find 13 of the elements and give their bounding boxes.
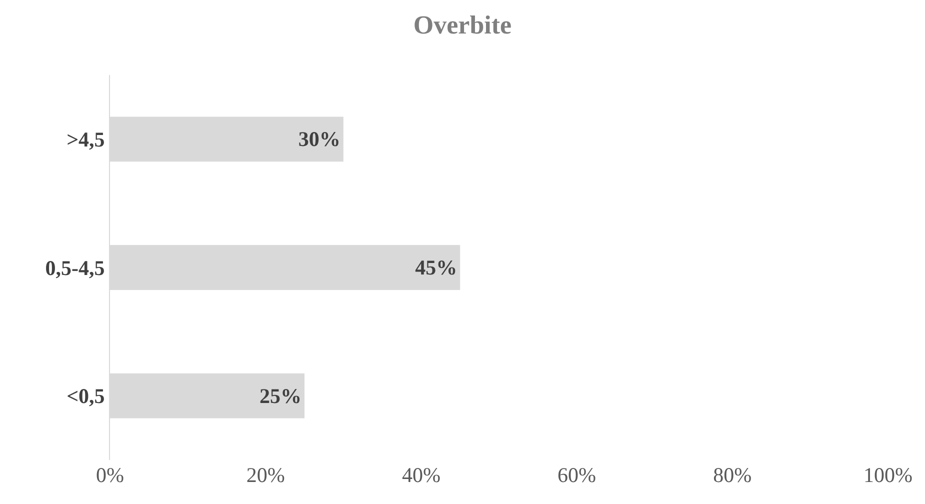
y-tick-label: >4,5 <box>66 128 105 152</box>
y-tick-label: <0,5 <box>66 384 105 408</box>
y-tick-label: 0,5-4,5 <box>45 256 105 280</box>
x-tick-label: 40% <box>402 463 440 487</box>
x-tick-label: 20% <box>246 463 285 487</box>
x-tick-label: 100% <box>864 463 912 487</box>
data-label: 45% <box>415 256 458 280</box>
chart-title: Overbite <box>413 10 512 40</box>
x-tick-label: 0% <box>96 463 124 487</box>
data-label: 30% <box>298 127 340 152</box>
x-tick-label: 80% <box>713 463 752 487</box>
x-tick-label: 60% <box>558 463 596 487</box>
data-label: 25% <box>260 384 302 408</box>
